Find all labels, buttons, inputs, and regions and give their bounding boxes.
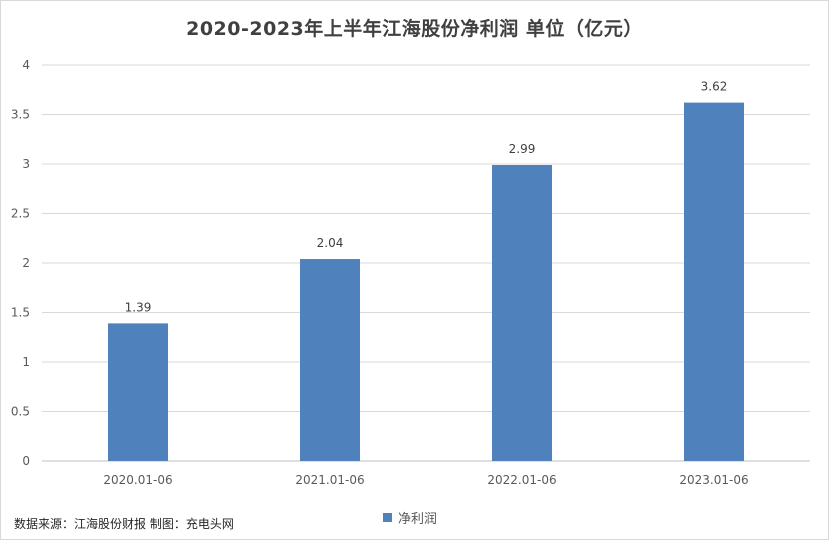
x-tick-label: 2023.01-06 (679, 473, 748, 487)
y-tick-label: 3 (22, 157, 30, 171)
data-label: 2.99 (509, 142, 536, 156)
y-tick-label: 1.5 (11, 306, 30, 320)
bar (300, 259, 360, 461)
y-tick-label: 3.5 (11, 108, 30, 122)
y-tick-label: 1 (22, 355, 30, 369)
bar (108, 323, 168, 461)
legend: 净利润 (383, 508, 437, 527)
y-tick-label: 2.5 (11, 207, 30, 221)
y-tick-label: 2 (22, 256, 30, 270)
y-tick-label: 0.5 (11, 405, 30, 419)
source-note: 数据来源：江海股份财报 制图：充电头网 (14, 517, 234, 531)
y-tick-label: 4 (22, 58, 30, 72)
legend-label: 净利润 (398, 512, 438, 527)
x-tick-label: 2022.01-06 (487, 473, 556, 487)
chart-title: 2020-2023年上半年江海股份净利润 单位（亿元） (186, 18, 643, 40)
data-label: 3.62 (701, 80, 728, 94)
bar (684, 102, 744, 462)
x-tick-label: 2020.01-06 (103, 473, 172, 487)
y-tick-label: 0 (22, 454, 30, 468)
bar (492, 164, 552, 462)
data-label: 2.04 (317, 236, 344, 250)
x-tick-label: 2021.01-06 (295, 473, 364, 487)
data-label: 1.39 (125, 300, 152, 314)
legend-swatch (383, 513, 392, 522)
